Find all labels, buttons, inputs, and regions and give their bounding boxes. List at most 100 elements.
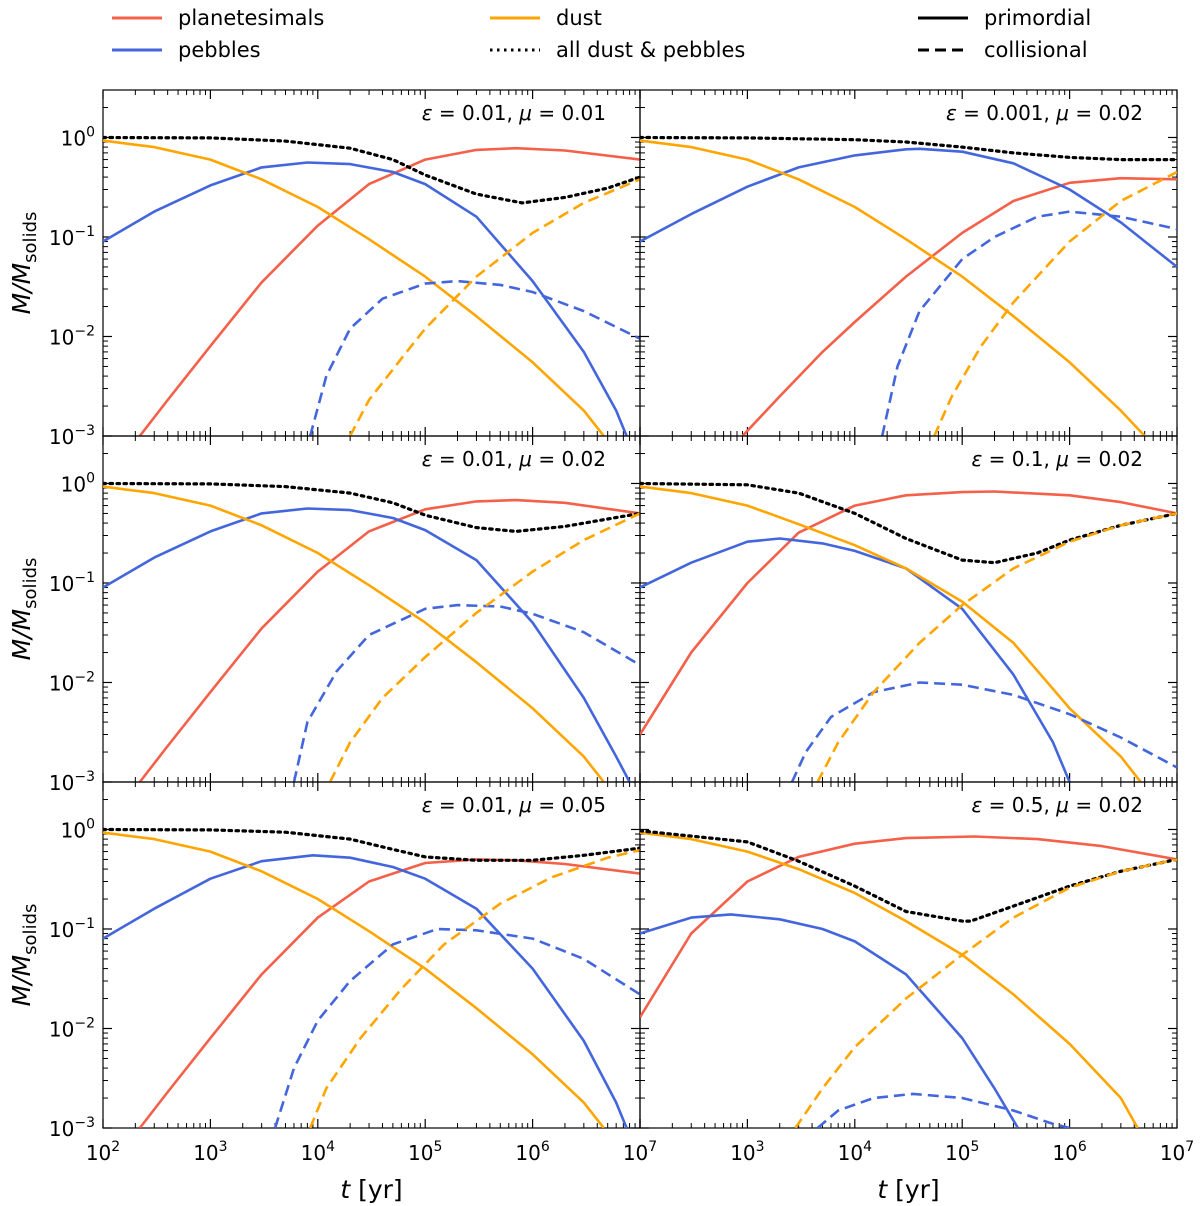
series-pebbles-solid (640, 537, 1071, 782)
series-dust-dashed (794, 858, 1177, 1128)
x-tick-label: 102 (86, 1139, 120, 1165)
series-dust-dashed (348, 178, 640, 436)
x-tick-label: 105 (945, 1139, 979, 1165)
panel-annotation: ε = 0.1, μ = 0.02 (971, 447, 1143, 471)
series-dust-dashed (816, 512, 1177, 782)
panel-2: ε = 0.001, μ = 0.02 (639, 89, 1178, 437)
series-pebbles-solid (103, 507, 631, 782)
series-total-dotted (640, 481, 1177, 565)
x-tick-label: 107 (623, 1139, 657, 1165)
x-tick-label: 105 (408, 1139, 442, 1165)
y-axis-label: M/Msolids (7, 904, 41, 1007)
x-tick-label: 103 (730, 1139, 764, 1165)
panel-frame (102, 781, 641, 1129)
y-tick-label: 10−3 (49, 1115, 95, 1141)
series-pebbles-solid (103, 161, 628, 436)
y-tick-label: 10−2 (49, 323, 95, 349)
legend-label-solid: primordial (984, 6, 1091, 30)
panel-1: 100 10−1 10−2 10−3 M/Msolids ε = 0.01, μ = 0.… (7, 89, 641, 449)
y-axis-label: M/Msolids (7, 558, 41, 661)
series-pebbles-dashed (308, 279, 640, 436)
x-axis-label: t [yr] (877, 1175, 939, 1204)
series-pebbles-solid (640, 913, 1020, 1128)
series-total-dotted (103, 481, 640, 534)
series-planetesimals-solid (138, 498, 640, 782)
series-pebbles-dashed (880, 210, 1177, 436)
panel-annotation: ε = 0.5, μ = 0.02 (971, 793, 1143, 817)
series-pebbles-dashed (790, 681, 1177, 782)
series-total-dotted (103, 827, 640, 862)
series-planetesimals-solid (640, 835, 1177, 1018)
panel-5: 100 10−1 10−2 10−3 M/Msolids 102 103 104 105 106 1… (7, 781, 657, 1204)
panel-annotation: ε = 0.001, μ = 0.02 (946, 101, 1143, 125)
series-planetesimals-solid (741, 176, 1177, 436)
y-tick-label: 10−1 (49, 916, 95, 942)
series-total-dotted (640, 829, 1177, 923)
legend-label-pebbles: pebbles (178, 38, 261, 62)
legend: planetesimals pebbles dust all dust & pebbl… (112, 6, 1091, 62)
series-dust-solid (103, 485, 605, 782)
panel-annotation: ε = 0.01, μ = 0.05 (422, 793, 606, 817)
y-tick-label: 10−2 (49, 669, 95, 695)
panel-grid: 100 10−1 10−2 10−3 M/Msolids ε = 0.01, μ = 0.… (7, 89, 1194, 1204)
panel-frame (639, 781, 1178, 1129)
legend-label-dashed: collisional (984, 38, 1088, 62)
y-tick-label: 10−1 (49, 224, 95, 250)
series-dust-solid (103, 139, 605, 436)
series-pebbles-solid (103, 853, 628, 1128)
series-group (103, 827, 640, 1128)
series-dust-solid (103, 831, 605, 1128)
ticks (639, 435, 1178, 783)
y-tick-label: 10−1 (49, 570, 95, 596)
series-group (640, 481, 1177, 782)
series-group (103, 135, 640, 436)
series-dust-dashed (933, 170, 1177, 436)
series-total-dotted (640, 135, 1177, 162)
series-planetesimals-solid (640, 490, 1177, 736)
series-dust-solid (640, 139, 1146, 436)
legend-label-dust: dust (556, 6, 602, 30)
y-axis-label: M/Msolids (7, 212, 41, 315)
series-dust-dashed (308, 848, 640, 1128)
ticks (102, 781, 641, 1129)
x-tick-label: 107 (1160, 1139, 1194, 1165)
x-tick-label: 106 (515, 1139, 549, 1165)
panel-annotation: ε = 0.01, μ = 0.01 (422, 101, 606, 125)
x-axis-label: t [yr] (340, 1175, 402, 1204)
ticks (102, 435, 641, 783)
series-pebbles-solid (640, 147, 1177, 268)
panel-frame (639, 435, 1178, 783)
ticks (102, 89, 641, 437)
series-dust-solid (640, 831, 1139, 1128)
series-pebbles-dashed (816, 1092, 1070, 1128)
series-group (640, 135, 1177, 436)
series-dust-dashed (328, 512, 640, 782)
y-tick-label: 10−2 (49, 1015, 95, 1041)
panel-3: 100 10−1 10−2 10−3 M/Msolids ε = 0.01, μ = 0.… (7, 435, 641, 795)
series-pebbles-dashed (273, 927, 640, 1128)
panel-6: 103 104 105 106 107 t [yr] ε = 0.5, μ = 0.02 (639, 781, 1194, 1204)
panel-4: ε = 0.1, μ = 0.02 (639, 435, 1178, 783)
series-dust-solid (640, 485, 1142, 782)
y-tick-label: 100 (61, 816, 95, 842)
x-tick-label: 104 (301, 1139, 335, 1165)
panel-annotation: ε = 0.01, μ = 0.02 (422, 447, 606, 471)
series-total-dotted (103, 135, 640, 205)
legend-label-total: all dust & pebbles (556, 38, 745, 62)
series-pebbles-dashed (292, 603, 640, 782)
series-planetesimals-solid (138, 146, 640, 436)
x-tick-label: 104 (838, 1139, 872, 1165)
x-tick-label: 106 (1052, 1139, 1086, 1165)
y-tick-label: 10−3 (49, 423, 95, 449)
legend-label-planetesimals: planetesimals (178, 6, 324, 30)
x-tick-label: 103 (193, 1139, 227, 1165)
y-tick-label: 100 (61, 124, 95, 150)
series-planetesimals-solid (138, 858, 640, 1128)
y-tick-label: 100 (61, 470, 95, 496)
series-group (103, 481, 640, 782)
panel-frame (102, 435, 641, 783)
series-group (640, 829, 1177, 1128)
y-tick-label: 10−3 (49, 769, 95, 795)
panel-frame (102, 89, 641, 437)
